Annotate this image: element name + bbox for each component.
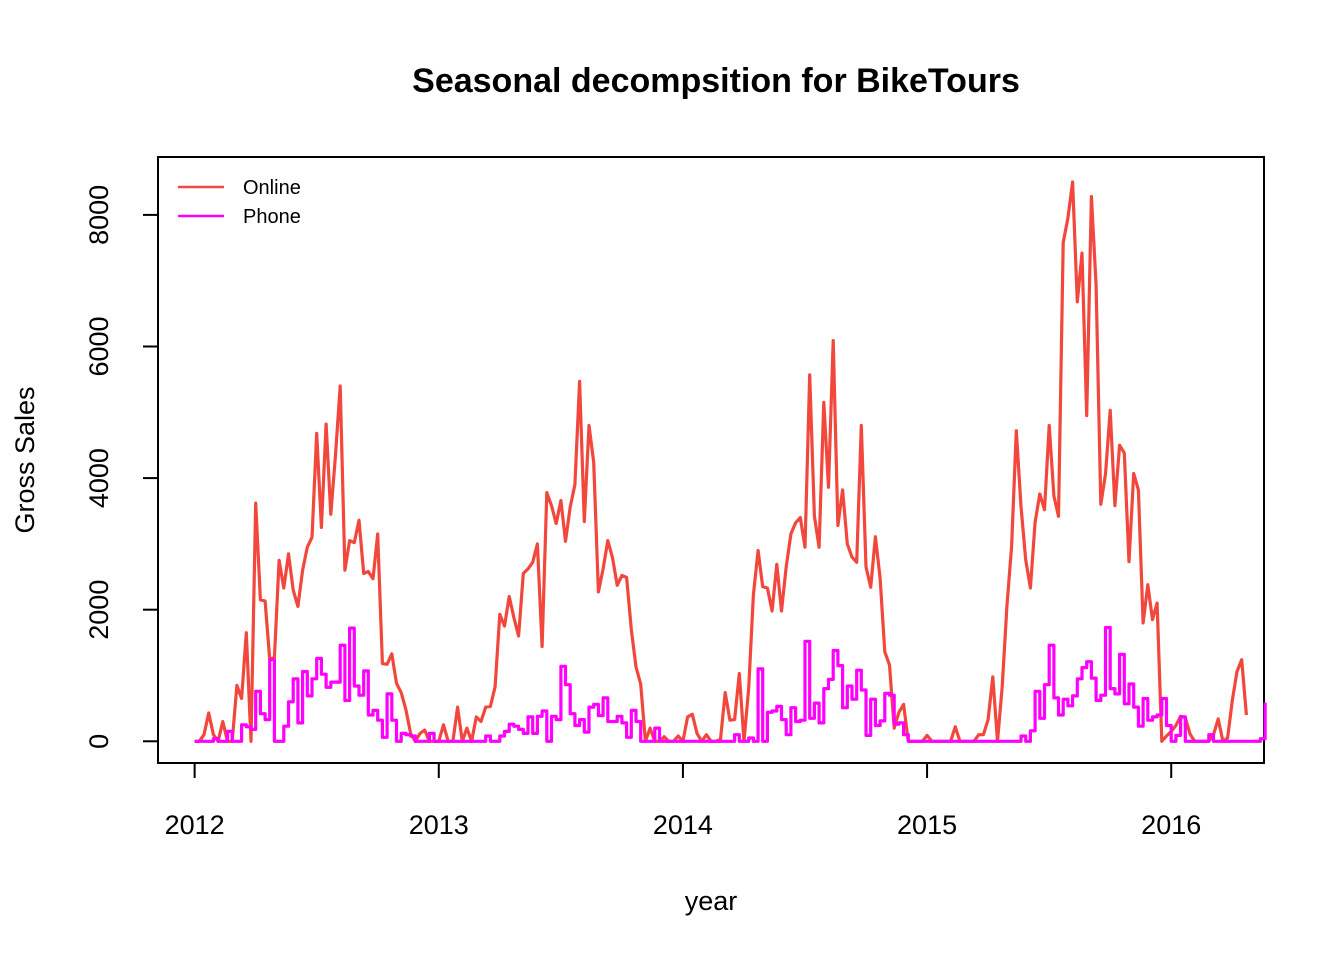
legend-item-phone: Phone (178, 206, 301, 228)
x-tick-label: 2015 (897, 810, 957, 840)
y-axis: 0 2000 4000 6000 8000 (84, 185, 159, 749)
y-tick-label: 8000 (84, 185, 114, 245)
x-axis: 2012 2013 2014 2015 2016 (165, 762, 1201, 840)
chart-title: Seasonal decompsition for BikeTours (412, 62, 1020, 100)
x-tick-label: 2014 (653, 810, 713, 840)
legend-label: Online (243, 177, 301, 199)
y-tick-label: 0 (84, 734, 114, 749)
series-line-phone (194, 625, 1267, 743)
x-axis-label: year (685, 886, 738, 916)
series-line-online (194, 180, 1248, 743)
x-tick-label: 2016 (1141, 810, 1201, 840)
legend: Online Phone (178, 177, 301, 228)
legend-item-online: Online (178, 177, 301, 199)
y-axis-label: Gross Sales (10, 386, 40, 533)
y-tick-label: 2000 (84, 580, 114, 640)
y-tick-label: 6000 (84, 316, 114, 376)
series-layer (194, 180, 1267, 743)
y-tick-label: 4000 (84, 448, 114, 508)
legend-label: Phone (243, 206, 301, 228)
x-tick-label: 2012 (165, 810, 225, 840)
x-tick-label: 2013 (409, 810, 469, 840)
